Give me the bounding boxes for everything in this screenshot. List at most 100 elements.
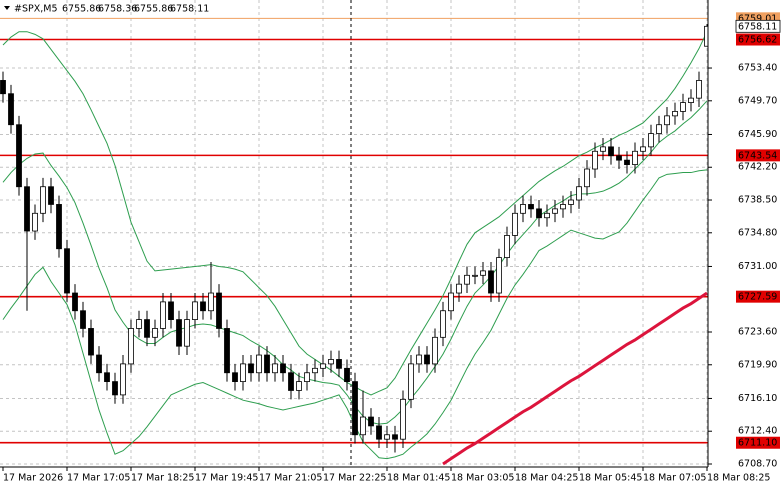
candle-body — [144, 319, 150, 338]
level-label: 6743.54 — [738, 150, 777, 161]
candle-body — [680, 102, 686, 112]
candle-body — [704, 25, 708, 47]
level-label: 6756.62 — [738, 35, 777, 46]
level-label: 6727.59 — [738, 292, 777, 303]
y-tick-label: 6731.00 — [738, 261, 777, 272]
candle-body — [336, 359, 342, 369]
moving-average — [442, 291, 708, 466]
candle-body — [328, 359, 334, 365]
candle-body — [320, 363, 326, 369]
candle-body — [48, 186, 54, 205]
candle-body — [448, 292, 454, 312]
candle-body — [216, 292, 222, 329]
y-tick-label: 6719.90 — [738, 359, 777, 370]
candle-body — [408, 363, 414, 400]
levels — [0, 17, 708, 444]
candle-body — [696, 80, 702, 99]
candle-body — [440, 310, 446, 338]
level-label-box — [736, 33, 780, 46]
candle-body — [640, 146, 646, 152]
candle-body — [456, 283, 462, 294]
candle-body — [96, 354, 102, 374]
candle-body — [72, 292, 78, 312]
y-tick-label: 6734.80 — [738, 227, 777, 238]
candle-body — [184, 319, 190, 347]
candle-body — [568, 199, 574, 205]
candle-body — [88, 328, 94, 356]
candle-body — [16, 124, 22, 188]
candle-body — [288, 372, 294, 391]
candle-body — [672, 111, 678, 117]
x-tick-label: 17 Mar 2026 — [3, 473, 63, 484]
candle-body — [304, 372, 310, 383]
candle-body — [128, 328, 134, 365]
price-label: 6758.11 — [738, 21, 777, 32]
x-tick-label: 17 Mar 21:05 — [259, 473, 322, 484]
candle-body — [224, 328, 230, 374]
menu-triangle — [4, 6, 10, 10]
header-high: 6758.36 — [98, 4, 137, 15]
candle-body — [208, 292, 214, 312]
candle-body — [528, 204, 534, 210]
candle-body — [608, 146, 614, 157]
candle-body — [360, 416, 366, 436]
candle-body — [592, 150, 598, 170]
level-label-box — [736, 290, 780, 303]
candle-body — [264, 354, 270, 374]
candle-body — [344, 367, 350, 383]
candle-body — [520, 204, 526, 214]
candle-body — [296, 381, 302, 391]
candle-body — [40, 186, 46, 214]
candle-body — [504, 235, 510, 258]
candle-body — [424, 354, 430, 365]
candle-body — [464, 274, 470, 285]
y-tick-label: 6753.40 — [738, 63, 777, 74]
candle-body — [104, 372, 110, 383]
candle-body — [168, 301, 174, 321]
candle-body — [496, 257, 502, 294]
candle-body — [352, 381, 358, 436]
x-tick-label: 18 Mar 05:45 — [579, 473, 642, 484]
candle-body — [632, 150, 638, 165]
candle-body — [0, 80, 6, 95]
candle-body — [24, 186, 30, 232]
y-tick-label: 6708.70 — [738, 458, 777, 469]
candle-body — [584, 168, 590, 188]
candle-body — [152, 328, 158, 338]
candle-body — [616, 155, 622, 161]
candle-body — [664, 115, 670, 126]
price-label-box — [735, 19, 781, 33]
x-tick-label: 18 Mar 08:25 — [707, 473, 770, 484]
candle-body — [392, 434, 398, 440]
candle-body — [472, 274, 478, 277]
x-tick-label: 17 Mar 22:25 — [323, 473, 386, 484]
candle-body — [8, 93, 14, 126]
candle-body — [376, 425, 382, 440]
y-tick-label: 6749.70 — [738, 95, 777, 106]
level-label-box — [736, 12, 780, 25]
level-label: 6711.10 — [738, 438, 777, 449]
candle-body — [32, 212, 38, 232]
candle-body — [416, 354, 422, 365]
candle-body — [480, 270, 486, 276]
candle-body — [536, 208, 542, 219]
labels: 6753.40 6749.70 6745.90 6742.20 6738.50 6734.… — [2, 12, 781, 484]
candle-body — [512, 212, 518, 236]
level-label-box — [736, 149, 780, 162]
candle-body — [688, 97, 694, 103]
candle-body — [232, 372, 238, 383]
candle-body — [576, 186, 582, 201]
x-tick-label: 18 Mar 07:05 — [643, 473, 706, 484]
candle-body — [648, 133, 654, 148]
header-low: 6755.86 — [134, 4, 173, 15]
candle-body — [160, 301, 166, 329]
header-open: 6755.86 — [62, 4, 101, 15]
candle-body — [488, 270, 494, 294]
plot-area — [0, 24, 708, 466]
candle-body — [200, 301, 206, 312]
header-close: 6758.11 — [170, 4, 209, 15]
candle-body — [80, 310, 86, 329]
candle-body — [120, 363, 126, 396]
x-tick-label: 18 Mar 01:45 — [387, 473, 450, 484]
